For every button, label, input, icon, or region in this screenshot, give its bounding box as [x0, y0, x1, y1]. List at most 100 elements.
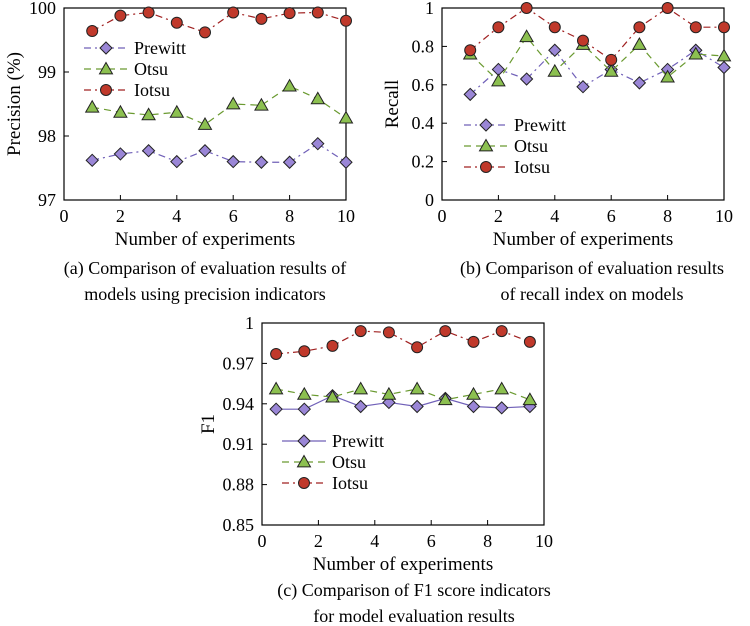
- data-point-iotsu: [718, 21, 730, 34]
- data-point-otsu: [603, 63, 619, 77]
- y-tick-label: 98: [38, 126, 56, 146]
- data-point-otsu: [494, 381, 510, 395]
- data-point-otsu: [338, 110, 354, 124]
- x-tick-label: 10: [715, 206, 733, 226]
- data-point-prewitt: [463, 87, 477, 102]
- data-point-iotsu: [283, 7, 296, 20]
- panel-recall: 0 2 4 6 8 10 0 0.2 0.4 0.6 0.8 1 Number of experimen…: [382, 0, 733, 304]
- data-point-iotsu: [411, 341, 424, 354]
- data-point-otsu: [466, 386, 481, 400]
- series-line-iotsu: [469, 7, 724, 61]
- legend-marker-otsu: [98, 61, 114, 75]
- data-point-otsu: [437, 392, 453, 406]
- x-tick-label: 2: [494, 206, 503, 226]
- data-point-iotsu: [467, 335, 480, 348]
- data-point-iotsu: [340, 14, 352, 27]
- data-point-iotsu: [520, 2, 533, 14]
- legend-label-otsu: Otsu: [332, 452, 366, 472]
- plot-frame: [441, 7, 725, 201]
- data-point-iotsu: [689, 21, 702, 34]
- y-tick-label: 0.2: [412, 152, 435, 172]
- data-point-iotsu: [577, 34, 589, 47]
- data-point-prewitt: [494, 401, 509, 415]
- data-point-prewitt: [282, 155, 297, 169]
- x-tick-label: 6: [607, 206, 616, 226]
- data-point-iotsu: [382, 326, 395, 339]
- legend-marker-prewitt: [99, 41, 113, 55]
- x-tick-label: 4: [550, 206, 559, 226]
- data-point-prewitt: [311, 136, 325, 151]
- y-tick-label: 0.8: [412, 36, 435, 56]
- y-axis-label: F1: [198, 414, 219, 434]
- data-point-prewitt: [548, 43, 562, 57]
- data-point-prewitt: [198, 144, 212, 158]
- data-point-otsu: [409, 381, 425, 395]
- legend-marker-iotsu: [298, 477, 310, 489]
- data-point-otsu: [141, 107, 156, 121]
- data-point-otsu: [225, 96, 241, 110]
- panel-precision: 0 2 4 6 8 10 97 98 99 100 Number of experiments Pre…: [4, 0, 355, 304]
- data-point-iotsu: [86, 25, 99, 38]
- series-line-otsu: [469, 35, 725, 82]
- data-point-iotsu: [661, 2, 674, 14]
- legend-marker-otsu: [296, 454, 312, 468]
- x-tick-label: 2: [314, 531, 323, 551]
- y-tick-label: 0.94: [223, 394, 255, 414]
- legend-marker-iotsu: [480, 161, 492, 173]
- data-point-otsu: [353, 381, 369, 395]
- y-tick-label: 0.6: [412, 75, 435, 95]
- data-point-otsu: [381, 386, 397, 400]
- data-point-prewitt: [254, 155, 269, 169]
- data-point-iotsu: [142, 6, 155, 19]
- data-point-prewitt: [353, 399, 368, 414]
- caption-line: of recall index on models: [501, 284, 684, 304]
- y-axis-label: Recall: [382, 80, 403, 129]
- x-tick-label: 0: [258, 531, 267, 551]
- y-tick-label: 0.85: [223, 515, 255, 535]
- x-tick-label: 0: [60, 206, 69, 226]
- data-point-iotsu: [464, 44, 477, 57]
- caption-line: (a) Comparison of evaluation results of: [64, 258, 346, 279]
- y-tick-label: 0.88: [223, 475, 255, 495]
- x-tick-label: 10: [337, 206, 355, 226]
- caption-line: (b) Comparison of evaluation results: [460, 258, 724, 279]
- data-point-iotsu: [227, 6, 240, 19]
- y-axis-label: Precision (%): [4, 52, 25, 156]
- data-point-otsu: [491, 73, 506, 87]
- data-point-iotsu: [548, 21, 561, 34]
- data-point-iotsu: [326, 339, 339, 352]
- series-line-prewitt: [469, 49, 725, 95]
- data-point-prewitt: [466, 399, 481, 414]
- data-point-otsu: [113, 104, 128, 118]
- x-tick-label: 8: [663, 206, 672, 226]
- series-line-iotsu: [91, 11, 347, 33]
- data-point-otsu: [716, 48, 732, 62]
- legend-label-prewitt: Prewitt: [332, 431, 384, 451]
- data-point-otsu: [296, 386, 312, 400]
- data-point-prewitt: [141, 144, 156, 158]
- data-point-prewitt: [339, 155, 353, 169]
- plot-frame: [63, 7, 347, 201]
- y-tick-label: 97: [38, 190, 56, 210]
- legend-label-iotsu: Iotsu: [134, 80, 170, 100]
- caption-line: for model evaluation results: [313, 606, 514, 626]
- y-tick-label: 100: [29, 0, 56, 18]
- data-point-otsu: [169, 104, 185, 118]
- series-line-otsu: [92, 85, 347, 126]
- y-tick-label: 0: [425, 190, 434, 210]
- data-point-iotsu: [633, 21, 646, 34]
- legend-label-prewitt: Prewitt: [134, 38, 186, 58]
- y-tick-label: 1: [425, 0, 434, 18]
- x-tick-label: 10: [535, 531, 553, 551]
- x-tick-label: 2: [116, 206, 125, 226]
- data-point-otsu: [325, 389, 340, 403]
- y-tick-label: 99: [38, 62, 56, 82]
- data-point-iotsu: [492, 21, 505, 34]
- legend-label-otsu: Otsu: [514, 136, 548, 156]
- x-tick-label: 6: [427, 531, 436, 551]
- legend-label-otsu: Otsu: [134, 59, 168, 79]
- data-point-iotsu: [523, 335, 536, 348]
- data-point-prewitt: [519, 72, 534, 86]
- data-point-prewitt: [632, 76, 647, 90]
